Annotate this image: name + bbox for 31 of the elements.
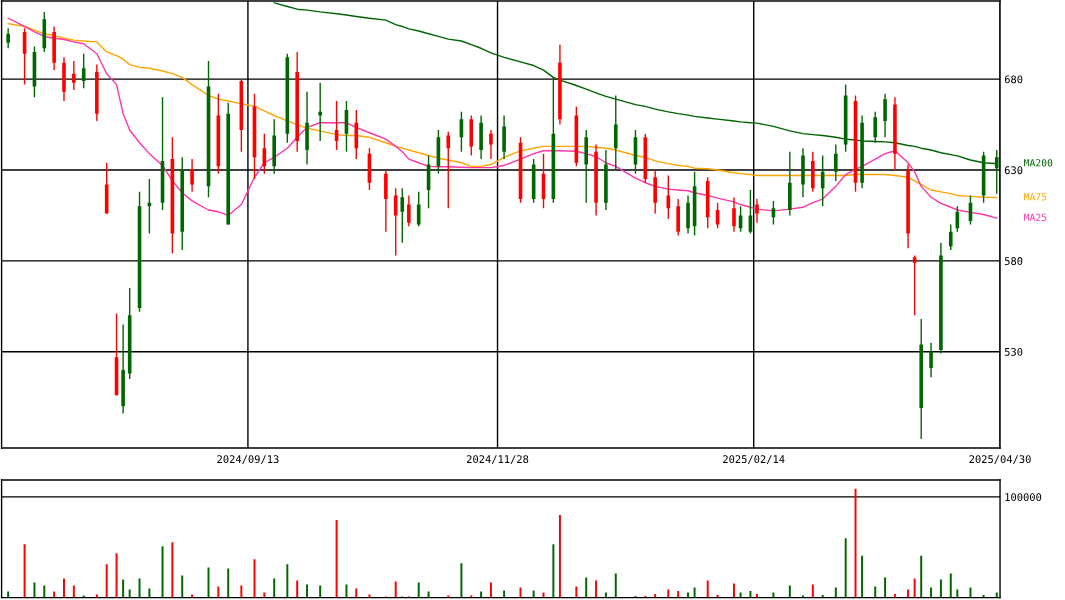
candlestick (446, 131, 451, 209)
candlestick (912, 254, 917, 317)
candlestick (6, 27, 10, 49)
candlestick (407, 194, 411, 228)
candlestick (190, 158, 194, 193)
x-tick-label: 2024/09/13 (217, 455, 279, 464)
candlestick (755, 198, 759, 224)
candlestick (834, 143, 838, 182)
y-tick-label: 580 (1004, 257, 1023, 265)
candlestick (929, 341, 933, 378)
candlestick (883, 92, 887, 138)
text: MA200 (1024, 159, 1053, 167)
text: MA25 (1024, 213, 1047, 222)
candlestick (72, 60, 76, 91)
candlestick (416, 191, 421, 228)
y-tick-label: 630 (1004, 166, 1023, 175)
candlestick (400, 187, 405, 244)
x-tick-label: 2024/11/28 (466, 455, 529, 464)
y-tick-label: 680 (1004, 75, 1023, 84)
candlestick (948, 223, 953, 251)
x-tick-label: 2025/02/14 (723, 455, 785, 464)
candlestick (81, 53, 86, 89)
candlestick (732, 196, 736, 233)
candlestick (873, 111, 878, 144)
candlestick (318, 82, 322, 142)
candlestick (393, 187, 398, 257)
y-tick-label: 530 (1004, 347, 1023, 356)
x-tick-label: 2025/04/30 (969, 455, 1031, 464)
y-tick-label: 100000 (1005, 493, 1042, 502)
candlestick (489, 129, 493, 160)
text: MA75 (1024, 193, 1047, 201)
